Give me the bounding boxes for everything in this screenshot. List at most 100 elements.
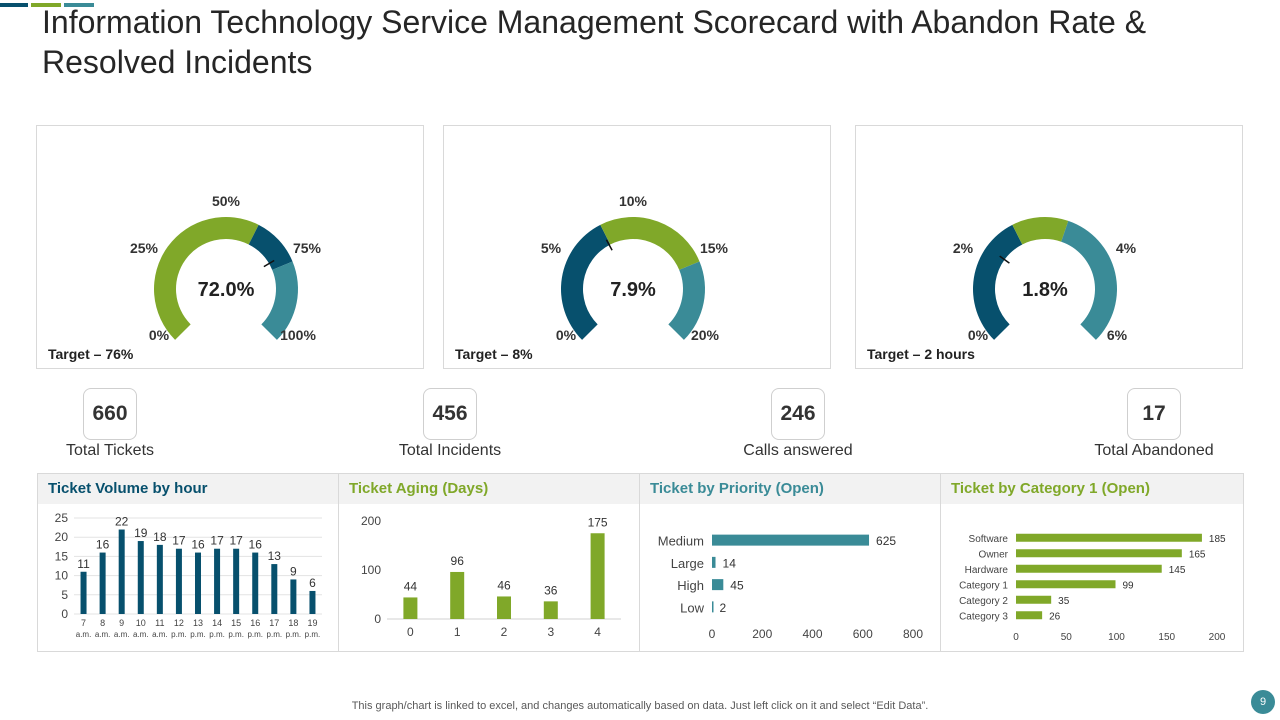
bar (290, 579, 297, 614)
data-label: 18 (153, 530, 167, 544)
x-tick-label: a.m. (133, 630, 149, 639)
kpi-value: 456 (423, 388, 477, 440)
y-tick-label: 15 (55, 549, 69, 563)
gauge-target: Target – 8% (455, 346, 533, 362)
data-label: 11 (77, 557, 90, 571)
data-label: 36 (544, 583, 558, 597)
x-tick-label: 3 (547, 625, 554, 639)
bar (233, 548, 240, 614)
gauge-card-incident-resolution[interactable]: Incident Resolution (Phone) 0% 2% 4% 6% 1.8%… (855, 125, 1243, 369)
x-tick-label: 11 (155, 618, 164, 628)
x-tick-label: 19 (307, 618, 317, 628)
bar (590, 533, 605, 619)
x-tick-label: a.m. (114, 630, 130, 639)
y-tick-label: 200 (361, 514, 381, 528)
page-number: 9 (1251, 690, 1275, 714)
data-label: 17 (210, 534, 224, 548)
data-label: 16 (191, 538, 205, 552)
y-tick-label: Medium (658, 534, 704, 549)
gauge-header: Abandament Rate% (547, 138, 727, 159)
panel-ticket-volume[interactable]: Ticket Volume by hour 0 5 10 15 20 25 11 7 a.m. 1… (38, 474, 339, 651)
bar (712, 601, 714, 613)
gauge-card-abandon-rate[interactable]: Abandament Rate% 0% 5% 10% 15% 20% 7.9% Target… (443, 125, 831, 369)
data-label: 26 (1049, 611, 1061, 622)
bar (450, 571, 465, 619)
bar (1016, 611, 1043, 620)
y-tick-label: 20 (55, 530, 69, 544)
panel-ticket-priority[interactable]: Ticket by Priority (Open) 625 Medium 14 Lar… (640, 474, 941, 651)
bar (403, 597, 418, 619)
y-tick-label: 100 (361, 563, 381, 577)
gauge-tick-label: 0% (149, 327, 170, 343)
bar (1016, 564, 1162, 573)
data-label: 44 (404, 579, 418, 593)
gauge-needle (605, 239, 613, 251)
x-tick-label: 17 (269, 618, 279, 628)
bar (156, 544, 163, 614)
gauge-segment (600, 217, 700, 270)
x-tick-label: 800 (903, 627, 923, 641)
x-tick-label: p.m. (305, 630, 321, 639)
kpi-calls-answered: 246 Calls answered (688, 388, 908, 460)
panel-ticket-aging[interactable]: Ticket Aging (Days) 0 100 200 44 0 96 1 46 2 36 3 1… (339, 474, 640, 651)
data-label: 185 (1209, 534, 1226, 545)
data-label: 46 (497, 578, 511, 592)
x-tick-label: 0 (709, 627, 716, 641)
panel-ticket-category[interactable]: Ticket by Category 1 (Open) 185 Software 1… (941, 474, 1243, 651)
x-tick-label: 7 (81, 618, 86, 628)
title-accent-green (31, 3, 61, 7)
bar (118, 529, 125, 614)
x-tick-label: 15 (231, 618, 241, 628)
data-label: 13 (268, 549, 282, 563)
y-tick-label: 5 (61, 588, 68, 602)
data-label: 625 (876, 534, 896, 548)
title-accent-teal (64, 3, 94, 7)
kpi-label: Total Tickets (65, 442, 155, 459)
bar (543, 601, 558, 619)
kpi-label: Total Abandoned (1094, 442, 1214, 459)
gauge-tick-label: 75% (293, 240, 322, 256)
y-tick-label: Software (969, 534, 1009, 545)
bar (271, 564, 278, 614)
kpi-value: 17 (1127, 388, 1181, 440)
y-tick-label: 25 (55, 511, 69, 525)
chart-ticket-priority: 625 Medium 14 Large 45 High 2 Low 0 200 400 600 800 (658, 534, 924, 641)
x-tick-label: 150 (1158, 632, 1175, 643)
data-label: 19 (134, 526, 148, 540)
data-label: 175 (588, 515, 608, 529)
kpi-total-tickets: 660 Total Tickets (0, 388, 220, 460)
x-tick-label: 0 (407, 625, 414, 639)
gauge-tick-label: 10% (619, 193, 648, 209)
data-label: 165 (1189, 549, 1206, 560)
bar (712, 556, 716, 568)
bar (195, 552, 201, 614)
x-tick-label: 400 (802, 627, 822, 641)
y-tick-label: 0 (374, 612, 381, 626)
gauge-tick-label: 6% (1107, 327, 1128, 343)
gauge-value: 72.0% (198, 279, 255, 301)
y-tick-label: Category 3 (959, 611, 1008, 622)
x-tick-label: p.m. (190, 630, 206, 639)
data-label: 2 (720, 601, 727, 615)
gauge-needle (999, 255, 1010, 264)
gauge-target: Target – 76% (48, 346, 134, 362)
x-tick-label: 16 (250, 618, 260, 628)
bar (1016, 580, 1116, 589)
data-label: 6 (309, 576, 316, 590)
x-tick-label: a.m. (76, 630, 92, 639)
gauge-card-first-contact[interactable]: First Contact Resolution % 0% 25% 50% 75% 10… (36, 125, 424, 369)
gauge-tick-label: 20% (691, 327, 720, 343)
bar (1016, 533, 1202, 542)
data-label: 22 (115, 515, 129, 529)
x-tick-label: 2 (501, 625, 508, 639)
data-label: 16 (96, 538, 110, 552)
y-tick-label: 0 (61, 607, 68, 621)
bar (712, 534, 870, 546)
panel-title: Ticket Aging (Days) (339, 474, 639, 504)
gauge-segment (1061, 220, 1117, 340)
x-tick-label: 14 (212, 618, 222, 628)
y-tick-label: Hardware (965, 565, 1009, 576)
y-tick-label: High (677, 578, 704, 593)
x-tick-label: p.m. (247, 630, 263, 639)
title-accent-dark (0, 3, 28, 7)
